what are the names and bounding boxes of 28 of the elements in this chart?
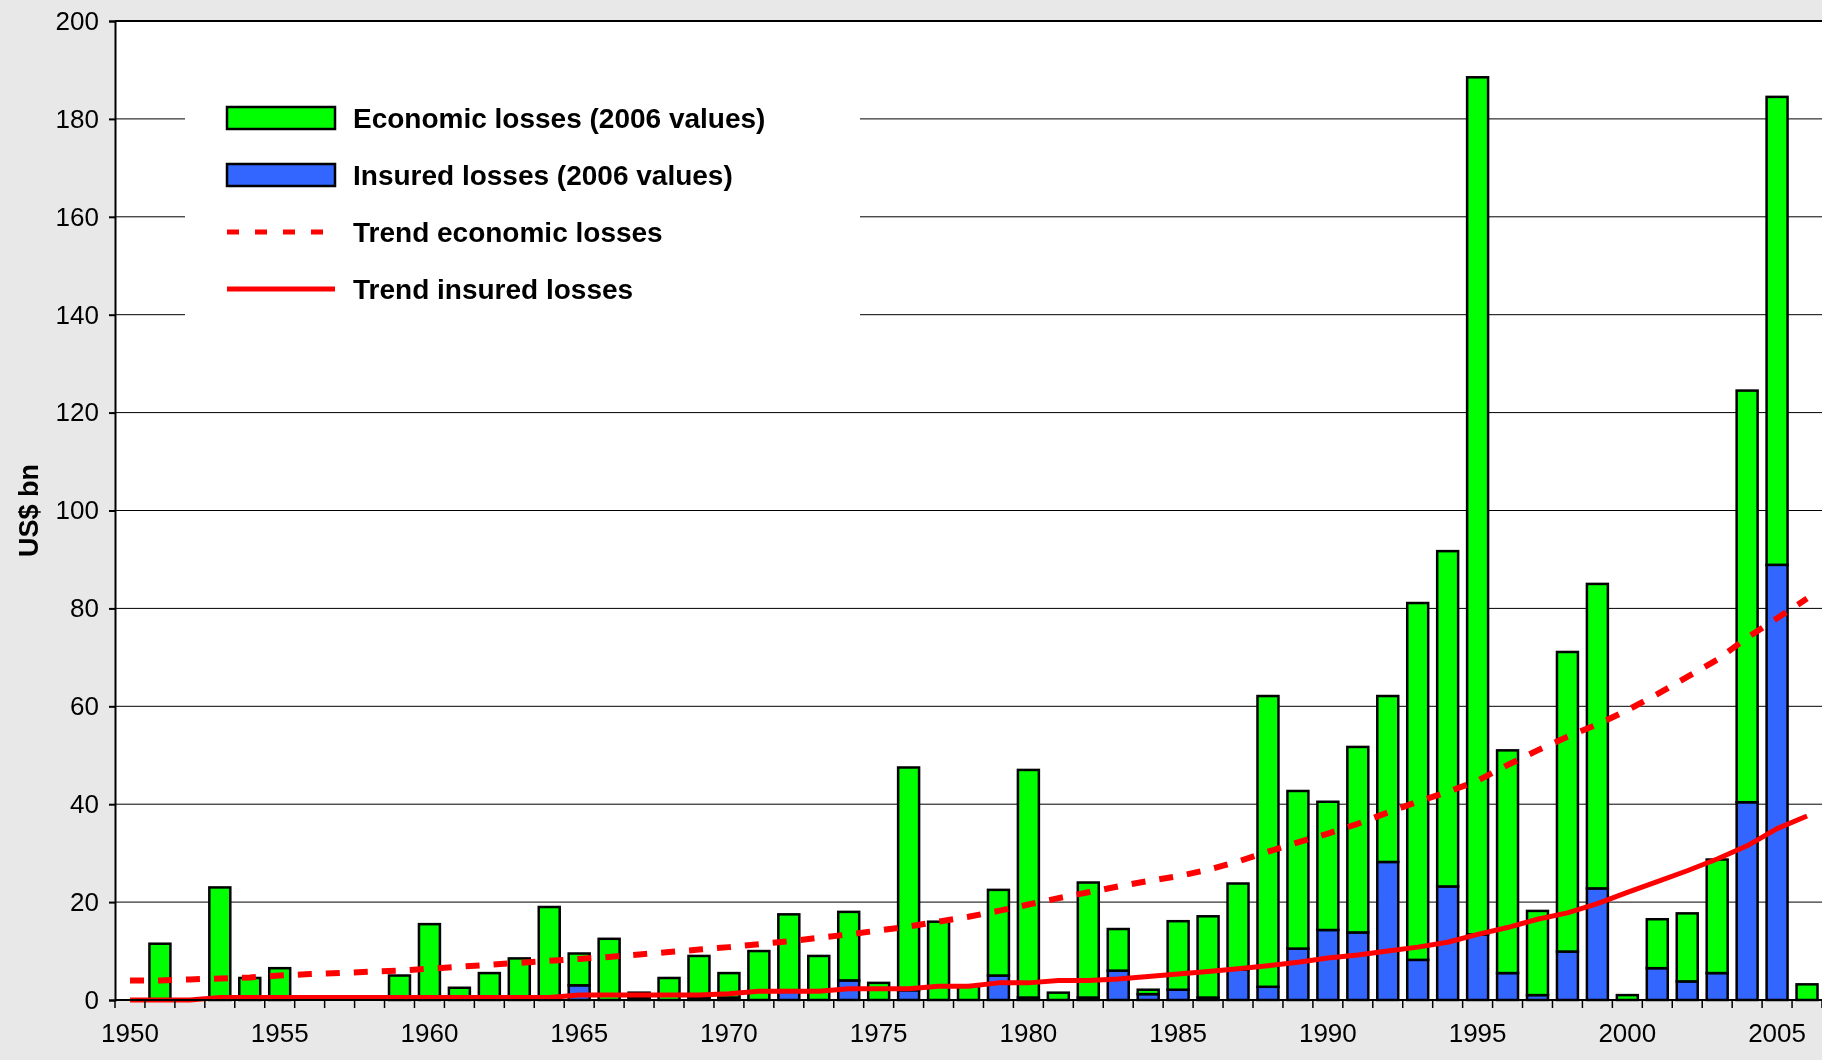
x-tick-label: 1960 — [400, 1018, 459, 1048]
y-tick-label: 160 — [55, 201, 99, 232]
y-tick-label: 200 — [55, 5, 99, 36]
x-tick-label: 2005 — [1748, 1018, 1806, 1048]
y-tick-label: 140 — [55, 299, 99, 330]
x-tick-label: 1965 — [550, 1018, 609, 1048]
x-tick-label: 1980 — [999, 1018, 1058, 1048]
y-tick-label: 100 — [55, 495, 99, 526]
x-tick-label: 1970 — [700, 1018, 758, 1048]
x-tick-label: 1990 — [1298, 1018, 1357, 1048]
y-tick-label: 180 — [55, 103, 99, 134]
y-tick-label: 20 — [70, 886, 99, 917]
x-tick-label: 1995 — [1448, 1018, 1507, 1048]
y-tick-label: 120 — [55, 397, 99, 428]
y-tick-label: 60 — [70, 691, 99, 722]
legend-label: Trend insured losses — [353, 274, 634, 305]
y-tick-label: 40 — [70, 789, 99, 820]
legend-label: Economic losses (2006 values) — [353, 103, 766, 134]
y-tick-label: 0 — [84, 984, 99, 1015]
y-axis-title: US$ bn — [14, 463, 44, 558]
x-tick-label: 1950 — [101, 1018, 159, 1048]
x-tick-label: 1955 — [250, 1018, 309, 1048]
x-tick-label: 2000 — [1598, 1018, 1657, 1048]
x-tick-label: 1985 — [1149, 1018, 1208, 1048]
y-tick-label: 80 — [70, 593, 99, 624]
x-tick-label: 1975 — [849, 1018, 908, 1048]
legend-label: Insured losses (2006 values) — [353, 160, 733, 191]
legend-label: Trend economic losses — [353, 217, 663, 248]
